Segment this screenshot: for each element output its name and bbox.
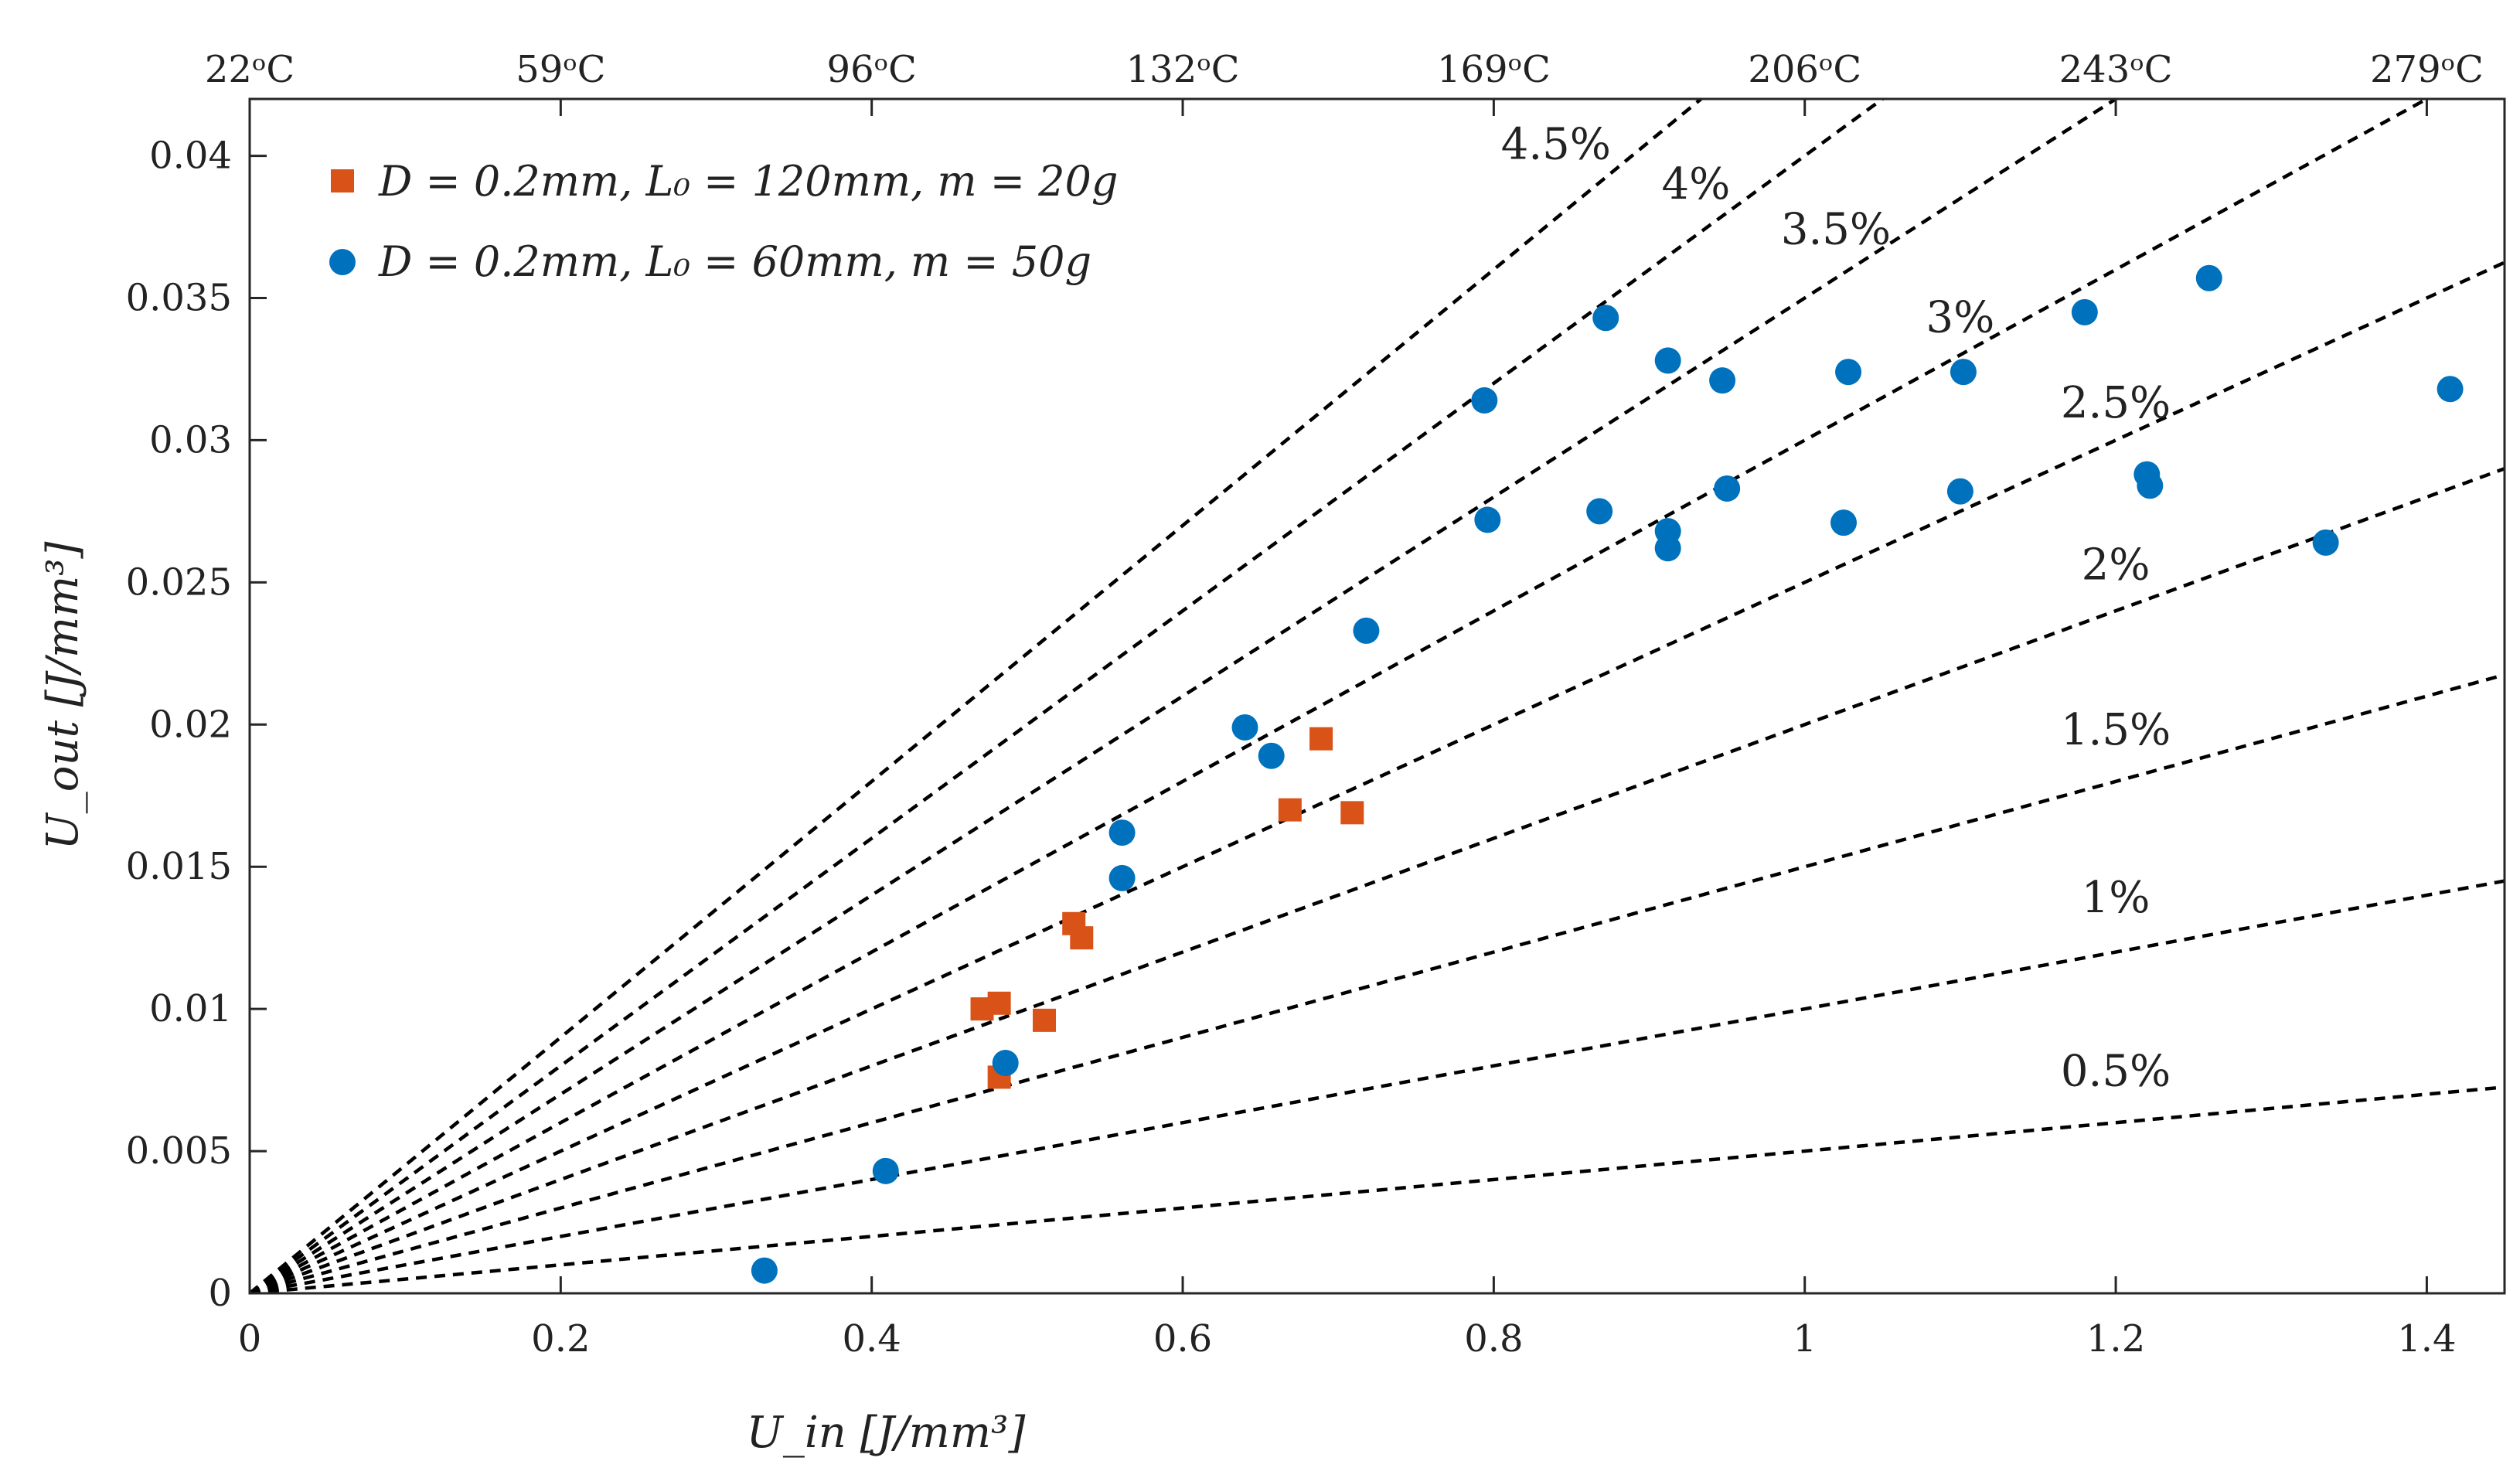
y-tick-label: 0.035	[126, 277, 232, 320]
x-tick-label: 1.4	[2397, 1317, 2456, 1361]
top-tick-label: 243ᵒC	[2059, 48, 2173, 91]
x-tick-label: 0.8	[1464, 1317, 1523, 1361]
x-tick-label: 1	[1793, 1317, 1817, 1361]
y-tick-label: 0	[208, 1272, 232, 1315]
x-tick-label: 0	[238, 1317, 262, 1361]
data-point-square	[1340, 801, 1364, 825]
reference-line-label: 1%	[2082, 873, 2151, 923]
top-tick-label: 132ᵒC	[1126, 48, 1240, 91]
data-point-circle	[1258, 742, 1285, 769]
reference-line-label: 3.5%	[1781, 205, 1891, 255]
y-tick-label: 0.025	[126, 560, 232, 604]
reference-line	[250, 99, 2431, 1293]
reference-line-label: 4%	[1661, 159, 1730, 209]
y-axis: 0 0.005 0.01 0.015 0.02 0.025 0.03 0.035 0.04	[126, 135, 267, 1315]
reference-line	[250, 99, 1704, 1293]
x-axis-label: U_in [J/mm³]	[747, 1408, 1026, 1458]
reference-line	[250, 1085, 2505, 1293]
legend-marker-circle	[329, 249, 356, 275]
data-point-circle	[1592, 305, 1619, 332]
top-tick-label: 279ᵒC	[2370, 48, 2484, 91]
data-point-square	[1032, 1008, 1056, 1032]
reference-line	[250, 673, 2505, 1293]
data-point-circle	[1474, 506, 1501, 533]
data-point-circle	[751, 1257, 778, 1284]
y-tick-label: 0.015	[126, 845, 232, 888]
reference-line-label: 4.5%	[1501, 119, 1611, 169]
legend-marker-square	[331, 169, 354, 192]
data-markers	[751, 264, 2464, 1284]
top-tick-label: 59ᵒC	[516, 48, 605, 91]
x-tick-label: 1.2	[2086, 1317, 2145, 1361]
y-axis-label: U_out [J/mm³]	[38, 541, 88, 850]
data-point-circle	[872, 1157, 899, 1184]
reference-line-label: 2.5%	[2061, 378, 2171, 428]
data-point-square	[1070, 926, 1094, 950]
top-tick-label: 96ᵒC	[827, 48, 917, 91]
reference-line-label: 3%	[1926, 293, 1994, 343]
reference-line	[250, 99, 2120, 1293]
top-temperature-axis: 22ᵒC 59ᵒC 96ᵒC 132ᵒC 169ᵒC 206ᵒC 243ᵒC 279ᵒC	[205, 48, 2484, 116]
data-point-circle	[1231, 714, 1258, 741]
data-point-circle	[1950, 359, 1977, 386]
reference-line-label: 1.5%	[2061, 705, 2171, 755]
data-point-circle	[1709, 367, 1736, 394]
data-point-circle	[1654, 535, 1681, 562]
data-point-circle	[1654, 347, 1681, 374]
data-point-circle	[1471, 387, 1498, 414]
data-point-circle	[1714, 475, 1741, 502]
y-tick-label: 0.03	[149, 418, 232, 462]
reference-line	[250, 467, 2505, 1293]
x-tick-label: 0.6	[1153, 1317, 1212, 1361]
x-axis: 0 0.2 0.4 0.6 0.8 1 1.2 1.4	[238, 1276, 2457, 1361]
data-point-circle	[1830, 509, 1858, 536]
data-point-square	[987, 991, 1011, 1015]
data-point-circle	[1835, 359, 1862, 386]
top-tick-label: 206ᵒC	[1748, 48, 1861, 91]
y-tick-label: 0.02	[149, 703, 232, 746]
data-point-circle	[1108, 864, 1136, 891]
reference-lines	[250, 99, 2505, 1293]
reference-line	[250, 261, 2505, 1293]
legend: D = 0.2mm, L₀ = 120mm, m = 20g D = 0.2mm…	[329, 157, 1118, 286]
plot-frame	[248, 97, 2506, 1295]
data-point-circle	[2437, 376, 2464, 403]
x-tick-label: 0.2	[531, 1317, 590, 1361]
y-tick-label: 0.04	[149, 135, 232, 178]
data-point-circle	[2071, 298, 2098, 325]
legend-label-series-2: D = 0.2mm, L₀ = 60mm, m = 50g	[378, 237, 1091, 286]
reference-line	[250, 99, 1886, 1293]
y-tick-label: 0.01	[149, 987, 232, 1030]
y-tick-label: 0.005	[126, 1129, 232, 1173]
top-tick-label: 169ᵒC	[1437, 48, 1551, 91]
x-tick-label: 0.4	[843, 1317, 901, 1361]
legend-label-series-1: D = 0.2mm, L₀ = 120mm, m = 20g	[378, 157, 1118, 206]
data-point-circle	[1946, 478, 1973, 505]
top-tick-label: 22ᵒC	[205, 48, 295, 91]
reference-line-label: 0.5%	[2061, 1046, 2171, 1096]
reference-line-label: 2%	[2082, 540, 2151, 591]
data-point-circle	[1108, 819, 1136, 846]
data-point-circle	[1586, 498, 1613, 525]
data-point-square	[1309, 727, 1333, 751]
data-point-square	[1278, 798, 1302, 822]
data-point-circle	[2195, 264, 2222, 291]
data-point-circle	[1353, 617, 1380, 644]
data-point-circle	[2312, 529, 2339, 556]
data-point-circle	[2137, 472, 2164, 499]
data-point-circle	[992, 1050, 1019, 1077]
reference-line-labels: 0.5% 1% 1.5% 2% 2.5% 3% 3.5% 4% 4.5%	[1501, 119, 2171, 1096]
